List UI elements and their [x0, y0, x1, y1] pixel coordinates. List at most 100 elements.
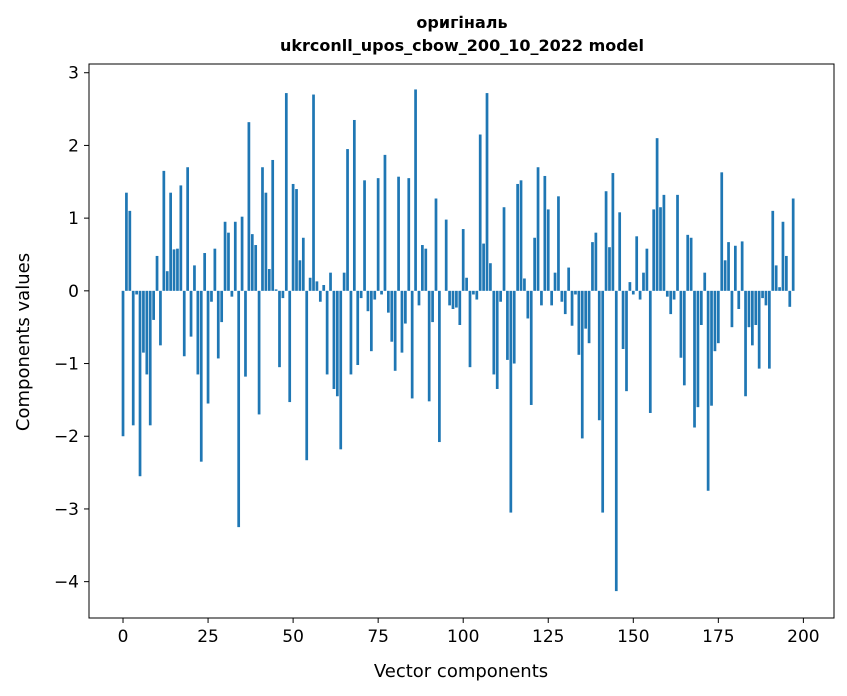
- bar: [438, 290, 441, 443]
- bar: [203, 253, 207, 291]
- x-tick-label: 50: [282, 627, 304, 647]
- bar: [720, 172, 724, 291]
- bar: [560, 290, 564, 302]
- bar: [410, 290, 414, 399]
- y-tick-label: 2: [68, 136, 79, 156]
- bar: [308, 277, 312, 291]
- bar: [366, 290, 370, 312]
- y-tick-label: −1: [54, 355, 79, 375]
- bar: [431, 290, 434, 323]
- bar: [376, 178, 380, 291]
- bar: [747, 290, 751, 328]
- bar: [696, 290, 700, 408]
- bar: [699, 290, 703, 325]
- bar: [676, 194, 679, 291]
- bar: [597, 290, 601, 421]
- bar: [332, 290, 336, 389]
- bar: [393, 290, 397, 371]
- bar: [196, 290, 200, 375]
- bar: [230, 290, 234, 297]
- bar: [448, 290, 451, 306]
- bar: [199, 290, 203, 462]
- x-tick-label: 125: [532, 627, 564, 647]
- bar: [390, 290, 394, 342]
- bar: [349, 290, 353, 375]
- x-tick-label: 200: [787, 627, 819, 647]
- bar: [625, 290, 628, 392]
- bar: [587, 290, 591, 344]
- bar: [223, 221, 227, 291]
- bar: [213, 248, 217, 291]
- x-axis-ticks: 0 25 50 75 100 125 150 175 200: [118, 618, 820, 647]
- bar: [254, 245, 258, 291]
- bar: [291, 183, 295, 291]
- y-tick-label: 3: [68, 64, 79, 84]
- bar: [778, 287, 781, 291]
- bar: [152, 290, 155, 320]
- bar: [210, 290, 213, 302]
- bar: [206, 290, 210, 404]
- bar: [383, 154, 387, 291]
- bar: [278, 290, 281, 368]
- bar: [407, 178, 411, 291]
- bar: [322, 285, 326, 291]
- bar: [404, 290, 407, 324]
- bar: [601, 290, 605, 513]
- bar: [363, 180, 366, 291]
- bar: [271, 159, 275, 291]
- bar: [563, 290, 567, 315]
- bar: [247, 122, 251, 291]
- bar: [131, 290, 135, 426]
- bar: [570, 290, 574, 326]
- bar: [648, 290, 652, 413]
- bar: [189, 290, 193, 337]
- bar: [148, 290, 152, 426]
- bar: [193, 265, 196, 291]
- bar: [346, 149, 349, 291]
- bar: [295, 189, 298, 291]
- bar: [227, 232, 230, 291]
- bar-series: [121, 89, 795, 592]
- bar: [751, 290, 754, 346]
- bar: [550, 290, 554, 306]
- y-tick-label: −2: [54, 427, 79, 447]
- bar: [274, 289, 278, 291]
- bar: [485, 93, 489, 291]
- bar: [781, 221, 785, 291]
- bar: [584, 290, 588, 329]
- bar: [125, 192, 128, 291]
- bar: [461, 229, 465, 291]
- bar: [553, 272, 557, 291]
- bar: [614, 290, 618, 592]
- bar: [754, 290, 758, 325]
- bar: [645, 248, 649, 291]
- bar: [659, 207, 662, 291]
- bar: [179, 185, 183, 291]
- bar: [121, 290, 125, 437]
- bar: [682, 290, 686, 386]
- bar: [489, 263, 492, 291]
- bar: [502, 207, 506, 291]
- bar: [567, 267, 571, 291]
- bar: [315, 281, 319, 291]
- bar: [250, 234, 254, 291]
- bar: [244, 290, 247, 377]
- bar: [182, 290, 186, 357]
- bar: [414, 89, 417, 291]
- bar: [318, 290, 322, 302]
- bar: [580, 290, 584, 439]
- bar: [788, 290, 792, 307]
- bar: [138, 290, 142, 477]
- x-tick-label: 150: [617, 627, 649, 647]
- bar: [444, 219, 448, 291]
- bar: [301, 237, 305, 291]
- bar: [693, 290, 696, 428]
- bar: [740, 241, 744, 291]
- bar: [764, 290, 768, 306]
- bar: [618, 212, 622, 291]
- bar: [352, 119, 356, 291]
- bar: [638, 290, 642, 300]
- bar: [669, 290, 673, 315]
- bar: [257, 290, 261, 415]
- bar: [356, 290, 360, 365]
